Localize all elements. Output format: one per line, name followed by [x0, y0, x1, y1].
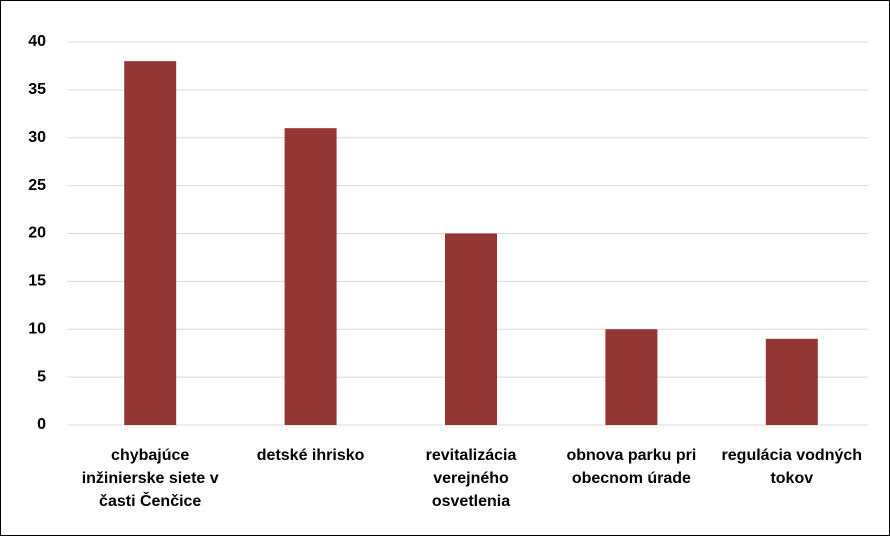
- x-tick-label: chybajúce inžinierske siete v časti Čenč…: [81, 447, 219, 510]
- x-tick-label: regulácia vodných tokov: [721, 447, 863, 487]
- y-tick-label: 35: [28, 81, 46, 98]
- x-tick-label: obnova parku pri obecnom úrade: [566, 447, 697, 487]
- y-tick-label: 0: [37, 416, 46, 433]
- bar: [605, 329, 658, 425]
- x-tick-label: revitalizácia verejného osvetlenia: [425, 447, 517, 510]
- y-tick-label: 40: [28, 33, 46, 50]
- bar: [124, 61, 177, 426]
- bar: [445, 233, 497, 425]
- y-tick-label: 15: [28, 273, 46, 290]
- bar: [284, 128, 337, 426]
- y-tick-label: 10: [28, 320, 46, 337]
- y-tick-label: 30: [28, 129, 46, 146]
- bar: [765, 338, 818, 425]
- y-tick-label: 5: [37, 368, 46, 385]
- y-tick-label: 20: [28, 225, 46, 242]
- x-tick-label: detské ihrisko: [256, 447, 365, 464]
- y-tick-label: 25: [28, 177, 46, 194]
